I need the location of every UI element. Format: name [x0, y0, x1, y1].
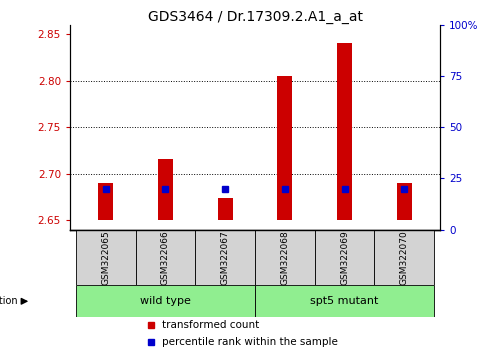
Bar [374, 230, 434, 285]
Bar [98, 183, 114, 220]
Text: GSM322067: GSM322067 [220, 230, 230, 285]
Bar [255, 285, 434, 317]
Bar [396, 183, 411, 220]
Bar [218, 198, 232, 220]
Bar [337, 44, 352, 220]
Bar [158, 159, 173, 220]
Text: spt5 mutant: spt5 mutant [310, 296, 378, 306]
Bar [196, 230, 255, 285]
Text: GSM322066: GSM322066 [161, 230, 170, 285]
Text: wild type: wild type [140, 296, 191, 306]
Bar [76, 285, 255, 317]
Bar [136, 230, 196, 285]
Bar [278, 76, 292, 220]
Title: GDS3464 / Dr.17309.2.A1_a_at: GDS3464 / Dr.17309.2.A1_a_at [148, 10, 362, 24]
Text: GSM322068: GSM322068 [280, 230, 289, 285]
Bar [314, 230, 374, 285]
Bar [76, 230, 136, 285]
Text: GSM322070: GSM322070 [400, 230, 408, 285]
Bar [255, 230, 314, 285]
Text: genotype/variation: genotype/variation [0, 296, 18, 306]
Text: GSM322065: GSM322065 [102, 230, 110, 285]
Text: percentile rank within the sample: percentile rank within the sample [162, 337, 338, 348]
Text: GSM322069: GSM322069 [340, 230, 349, 285]
Text: transformed count: transformed count [162, 320, 260, 330]
